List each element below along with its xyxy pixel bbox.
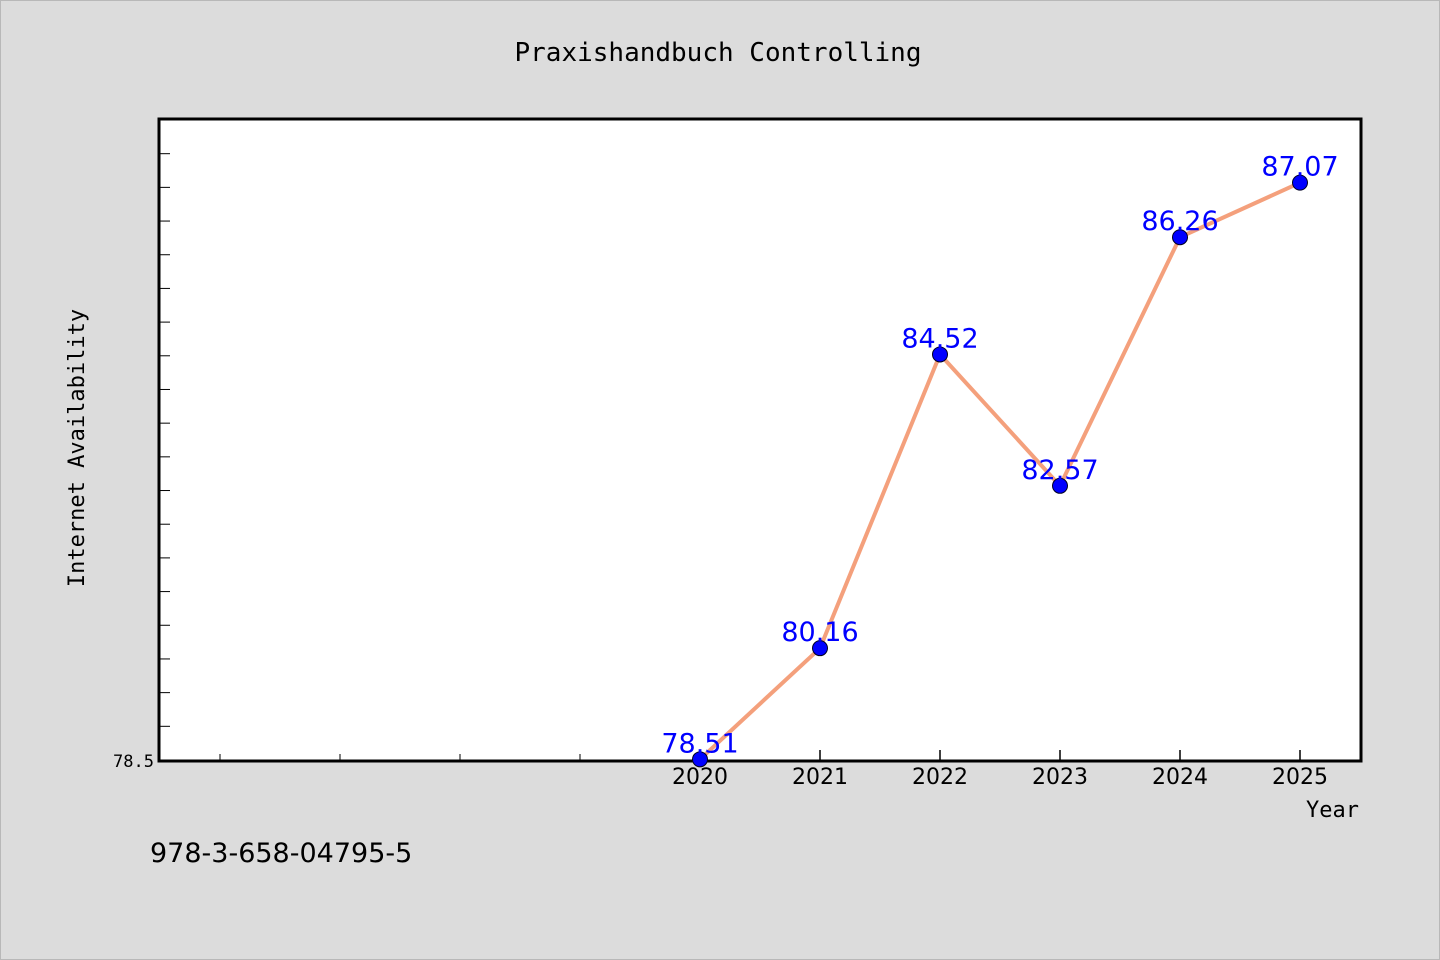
- plot-area: [157, 117, 1363, 763]
- data-point: [1172, 229, 1188, 246]
- x-axis-tick-labels: 2020 2021 2022 2023 2024 2025: [672, 765, 1328, 790]
- x-tick-label: 2021: [792, 765, 848, 790]
- x-tick-label: 2020: [672, 765, 728, 790]
- x-axis-label: Year: [1306, 798, 1359, 823]
- data-label: 87.07: [1261, 152, 1338, 183]
- data-label: 86.26: [1141, 206, 1218, 237]
- chart-title: Praxishandbuch Controlling: [515, 38, 922, 68]
- y-axis-ticks: [160, 119, 170, 761]
- data-point: [1052, 477, 1068, 494]
- y-tick-label: 78.5: [113, 752, 154, 772]
- x-tick-label: 2025: [1272, 765, 1328, 790]
- data-point: [812, 640, 828, 657]
- x-tick-label: 2024: [1152, 765, 1208, 790]
- data-labels: 78.51 80.16 84.52 82.57 86.26 87.07: [661, 152, 1338, 760]
- y-axis-label: Internet Availability: [65, 309, 90, 587]
- data-point: [692, 751, 708, 768]
- series-line: [698, 180, 1302, 762]
- x-tick-label: 2022: [912, 765, 968, 790]
- x-axis-minor-ticks: [219, 754, 581, 760]
- data-label: 82.57: [1021, 455, 1098, 486]
- data-label: 80.16: [781, 617, 858, 648]
- series-markers: [692, 174, 1308, 768]
- y-axis-tick-labels: 78.5: [113, 752, 154, 772]
- data-point: [932, 346, 948, 363]
- data-label: 84.52: [901, 323, 978, 354]
- x-tick-label: 2023: [1032, 765, 1088, 790]
- data-label: 78.51: [661, 728, 738, 759]
- isbn-label: 978-3-658-04795-5: [150, 838, 412, 869]
- data-point: [1292, 174, 1308, 191]
